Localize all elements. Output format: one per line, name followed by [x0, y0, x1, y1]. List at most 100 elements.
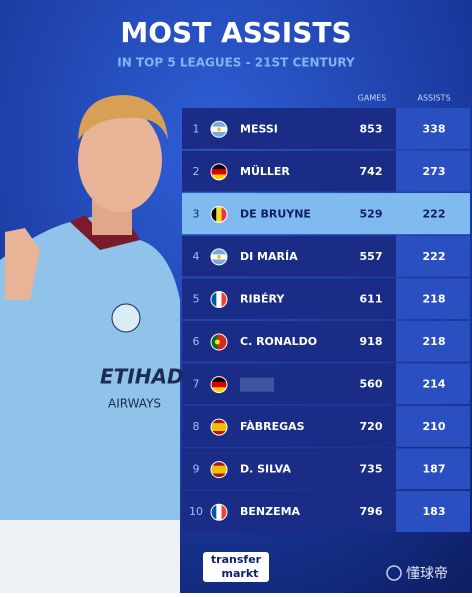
svg-text:ETIHAD: ETIHAD — [100, 365, 184, 389]
assists: 214 — [423, 378, 446, 391]
assists: 187 — [423, 463, 446, 476]
flag-stripe — [211, 423, 227, 432]
flag-stripe — [211, 206, 217, 223]
player-name: RIBÉRY — [240, 292, 285, 305]
flag-body — [211, 248, 227, 265]
flag — [210, 376, 228, 394]
player-name: DE BRUYNE — [240, 207, 311, 220]
assists: 222 — [423, 207, 446, 220]
player-name: D. SILVA — [240, 463, 291, 476]
rank: 5 — [193, 292, 200, 305]
assists: 183 — [423, 505, 446, 518]
assists-cell — [396, 150, 470, 192]
flag-border — [210, 461, 228, 479]
flag-body — [211, 461, 227, 478]
flag — [210, 333, 228, 351]
subtitle: IN TOP 5 LEAGUES - 21ST CENTURY — [117, 56, 355, 70]
assists-cell — [396, 490, 470, 532]
flag-stripe — [216, 504, 222, 521]
flag-border — [210, 418, 228, 436]
games: 735 — [360, 463, 383, 476]
assists: 210 — [423, 420, 446, 433]
flag-stripe — [211, 381, 227, 388]
games: 720 — [360, 420, 383, 433]
flag — [210, 120, 228, 138]
flag-stripe — [211, 504, 217, 521]
player-name: MESSI — [240, 122, 278, 135]
assists: 222 — [423, 250, 446, 263]
rank: 2 — [193, 165, 200, 178]
flag-border — [210, 376, 228, 394]
flag-body — [211, 206, 227, 223]
flag-border — [210, 248, 228, 266]
games: 557 — [360, 250, 383, 263]
games: 853 — [360, 122, 383, 135]
flag-body — [211, 121, 227, 138]
flag-stripe — [211, 291, 217, 308]
flag-stripe — [211, 473, 227, 478]
flag-sun — [217, 127, 221, 132]
blurred-name — [240, 377, 274, 392]
rank: 8 — [193, 420, 200, 433]
flag — [210, 418, 228, 436]
rank: 4 — [193, 250, 200, 263]
flag-border — [210, 163, 228, 181]
flag — [210, 248, 228, 266]
flag-stripe — [217, 334, 227, 351]
flag-stripe — [211, 334, 218, 351]
player-name: C. RONALDO — [240, 335, 317, 348]
rank: 9 — [193, 463, 200, 476]
flag-stripe — [221, 291, 227, 308]
rank: 1 — [193, 122, 200, 135]
watermark: 懂球帝 — [406, 566, 448, 582]
assists-cell — [396, 278, 470, 320]
flag-stripe — [211, 387, 227, 393]
flag-stripe — [211, 465, 227, 474]
games: 742 — [360, 165, 383, 178]
flag-border — [210, 290, 228, 308]
column-header: GAMES — [358, 94, 387, 103]
flag-stripe — [211, 121, 227, 127]
assists-cell — [396, 363, 470, 405]
assists-cell — [396, 193, 470, 235]
flag-body — [211, 419, 227, 436]
assists: 273 — [423, 165, 446, 178]
svg-text:AIRWAYS: AIRWAYS — [108, 397, 161, 411]
watermark-icon — [386, 565, 402, 581]
flag-body — [211, 504, 227, 521]
column-header: ASSISTS — [417, 94, 450, 103]
rank: 10 — [189, 505, 203, 518]
flag-stripe — [211, 163, 227, 170]
games: 796 — [360, 505, 383, 518]
flag — [210, 503, 228, 521]
flag-stripe — [211, 174, 227, 180]
flag-sun — [217, 255, 221, 259]
flag-stripe — [211, 461, 227, 466]
flag-stripe — [211, 376, 227, 382]
table: 1 MESSI 853 338 2 MÜLLER 742 273 3 DE BRUYNE 529 22… — [182, 108, 470, 532]
rank: 6 — [193, 335, 200, 348]
assists: 218 — [423, 292, 446, 305]
assists-cell — [396, 448, 470, 490]
assists-cell — [396, 108, 470, 150]
games: 918 — [360, 335, 383, 348]
flag-body — [211, 334, 227, 351]
flag-stripe — [211, 259, 227, 265]
flag-emblem — [214, 339, 220, 345]
games: 529 — [360, 207, 383, 220]
logo-text: markt — [222, 567, 259, 580]
assists-cell — [396, 405, 470, 447]
flag-stripe — [221, 504, 227, 521]
flag — [210, 290, 228, 308]
assists-cell — [396, 320, 470, 362]
flag — [210, 205, 228, 223]
flag-stripe — [216, 291, 222, 308]
flag-border — [210, 333, 228, 351]
flag-stripe — [211, 131, 227, 138]
flag-border — [210, 503, 228, 521]
rank: 3 — [193, 207, 200, 220]
flag-body — [211, 163, 227, 180]
flag-border — [210, 120, 228, 138]
games: 611 — [360, 292, 383, 305]
